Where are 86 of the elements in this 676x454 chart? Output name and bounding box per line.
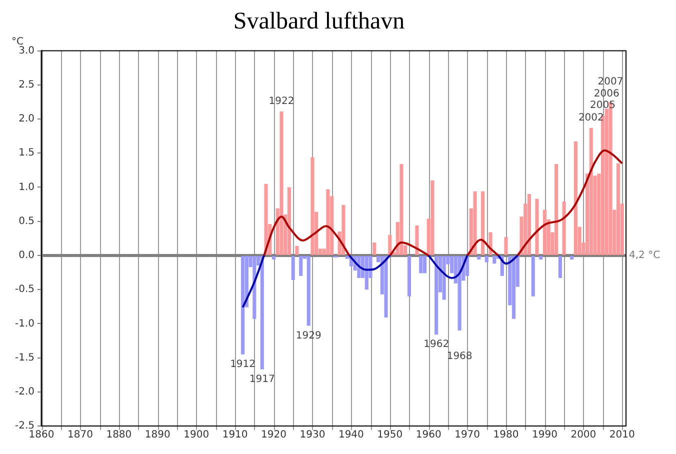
- bar: [458, 256, 462, 330]
- bar: [616, 163, 620, 255]
- bar: [400, 164, 404, 255]
- bar: [306, 256, 310, 326]
- y-tick-label: 2.0: [18, 114, 35, 125]
- y-axis-title: °C: [12, 36, 24, 48]
- bar: [384, 256, 388, 318]
- x-tick-label: 1920: [261, 430, 286, 441]
- bar: [473, 191, 477, 255]
- bar: [531, 256, 535, 296]
- bar: [342, 204, 346, 255]
- bar: [272, 256, 276, 260]
- x-tick-label: 1970: [454, 430, 480, 441]
- x-tick-label: 1990: [532, 430, 558, 441]
- y-tick-label: 0.5: [18, 216, 35, 227]
- bar: [542, 210, 546, 255]
- y-tick-label: -1.0: [14, 318, 35, 330]
- x-tick-label: 1890: [144, 430, 170, 441]
- y-tick-label: 0.0: [18, 250, 35, 262]
- x-tick-label: 1980: [493, 430, 519, 441]
- y-tick-label: 2.5: [18, 80, 35, 91]
- bar: [492, 256, 496, 264]
- bar: [539, 256, 543, 260]
- bar: [264, 184, 268, 255]
- bar: [419, 256, 423, 274]
- bar: [260, 256, 264, 370]
- x-tick-label: 2000: [570, 430, 596, 441]
- y-tick-label: -0.5: [14, 284, 35, 296]
- bar: [422, 256, 426, 274]
- bar: [554, 164, 558, 255]
- bar: [299, 256, 303, 276]
- y-tick-label: -1.5: [14, 352, 35, 364]
- bar: [407, 256, 412, 296]
- x-tick-label: 2010: [609, 430, 635, 441]
- annotation: 1968: [446, 351, 472, 362]
- bar: [280, 112, 284, 255]
- bar: [372, 242, 376, 255]
- ref-line-label: 4,2 °C: [629, 250, 660, 262]
- bar: [364, 256, 368, 290]
- bar: [481, 191, 485, 255]
- bar: [295, 246, 299, 255]
- x-tick-label: 1880: [106, 430, 132, 441]
- bar: [287, 187, 292, 255]
- bar: [589, 128, 593, 255]
- x-tick-label: 1870: [67, 430, 93, 441]
- bar: [241, 256, 245, 354]
- bar: [562, 202, 566, 255]
- x-tick-label: 1960: [416, 430, 442, 441]
- bar: [434, 256, 438, 335]
- bar: [310, 157, 314, 255]
- y-tick-label: 1.5: [18, 148, 35, 159]
- x-tick-label: 1930: [300, 430, 326, 441]
- bar: [504, 237, 508, 255]
- bar: [415, 225, 419, 255]
- bar: [442, 256, 446, 300]
- annotation: 1962: [424, 339, 450, 350]
- bar: [570, 256, 574, 260]
- y-tick-label: 1.0: [18, 182, 35, 193]
- annotation: 1912: [230, 358, 256, 370]
- bar: [558, 256, 562, 278]
- y-tick-label: -2.0: [14, 386, 35, 398]
- y-tick-label: 3.0: [18, 45, 35, 56]
- bar: [252, 256, 256, 319]
- x-tick-label: 1910: [222, 430, 248, 441]
- bar: [484, 256, 488, 262]
- bar: [512, 256, 516, 319]
- annotation: 2007: [598, 76, 624, 88]
- bar: [527, 194, 532, 255]
- x-tick-label: 1950: [377, 430, 403, 441]
- bar: [574, 142, 578, 255]
- bar: [535, 198, 539, 255]
- annotation: 2002: [578, 112, 604, 124]
- bar: [326, 189, 330, 255]
- bar: [388, 234, 392, 255]
- annotation: 1929: [296, 330, 322, 342]
- chart-title: Svalbard lufthavn: [233, 8, 405, 35]
- bar: [430, 180, 434, 255]
- annotation: 1917: [249, 374, 275, 385]
- bar: [291, 256, 295, 280]
- bar: [477, 256, 481, 260]
- annotation: 2005: [590, 100, 616, 112]
- x-tick-label: 1940: [338, 430, 364, 441]
- annotation: 1922: [268, 96, 294, 108]
- x-tick-label: 1900: [184, 430, 210, 441]
- annotation: 2006: [594, 88, 620, 100]
- x-tick-label: 1860: [28, 430, 54, 441]
